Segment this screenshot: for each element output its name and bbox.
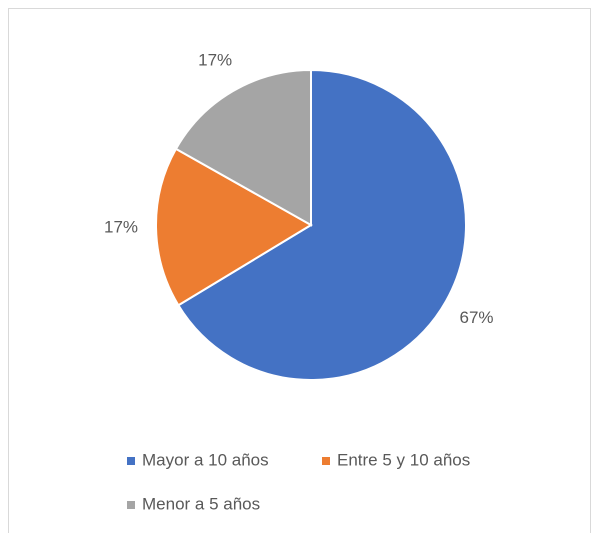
pie-slice <box>155 147 313 307</box>
legend-swatch <box>322 457 330 465</box>
legend-label: Entre 5 y 10 años <box>337 450 470 469</box>
legend-label: Mayor a 10 años <box>142 450 269 469</box>
legend-swatch <box>127 501 135 509</box>
data-label: 17% <box>104 217 138 236</box>
data-label: 17% <box>198 50 232 69</box>
legend-label: Menor a 5 años <box>142 494 260 513</box>
legend-swatch <box>127 457 135 465</box>
pie-slice <box>174 68 312 227</box>
pie-slice <box>177 68 467 381</box>
data-label: 67% <box>460 308 494 327</box>
